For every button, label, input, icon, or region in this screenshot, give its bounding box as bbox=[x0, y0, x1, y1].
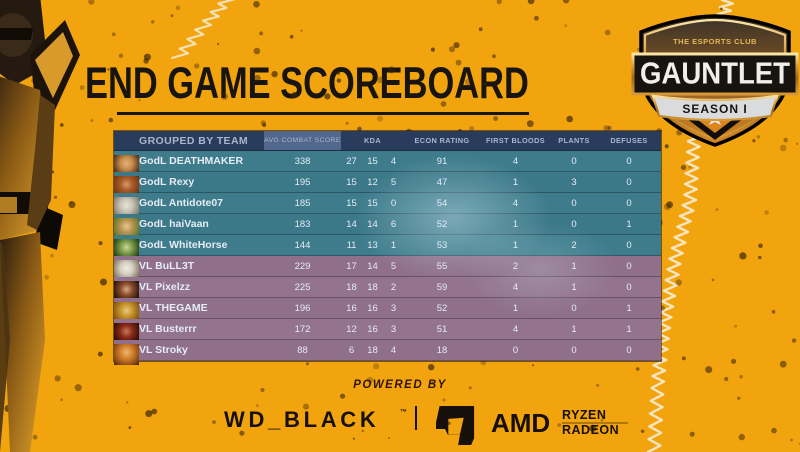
svg-text:SEASON I: SEASON I bbox=[682, 102, 747, 116]
svg-text:RYZEN: RYZEN bbox=[562, 408, 606, 422]
svg-text:THE ESPORTS CLUB: THE ESPORTS CLUB bbox=[673, 37, 757, 46]
svg-text:AMD: AMD bbox=[491, 408, 550, 438]
svg-text:WD_BLACK: WD_BLACK bbox=[224, 407, 379, 432]
svg-text:GAUNTLET: GAUNTLET bbox=[640, 57, 790, 90]
svg-text:RADEON: RADEON bbox=[562, 423, 619, 437]
svg-text:™: ™ bbox=[400, 409, 407, 416]
